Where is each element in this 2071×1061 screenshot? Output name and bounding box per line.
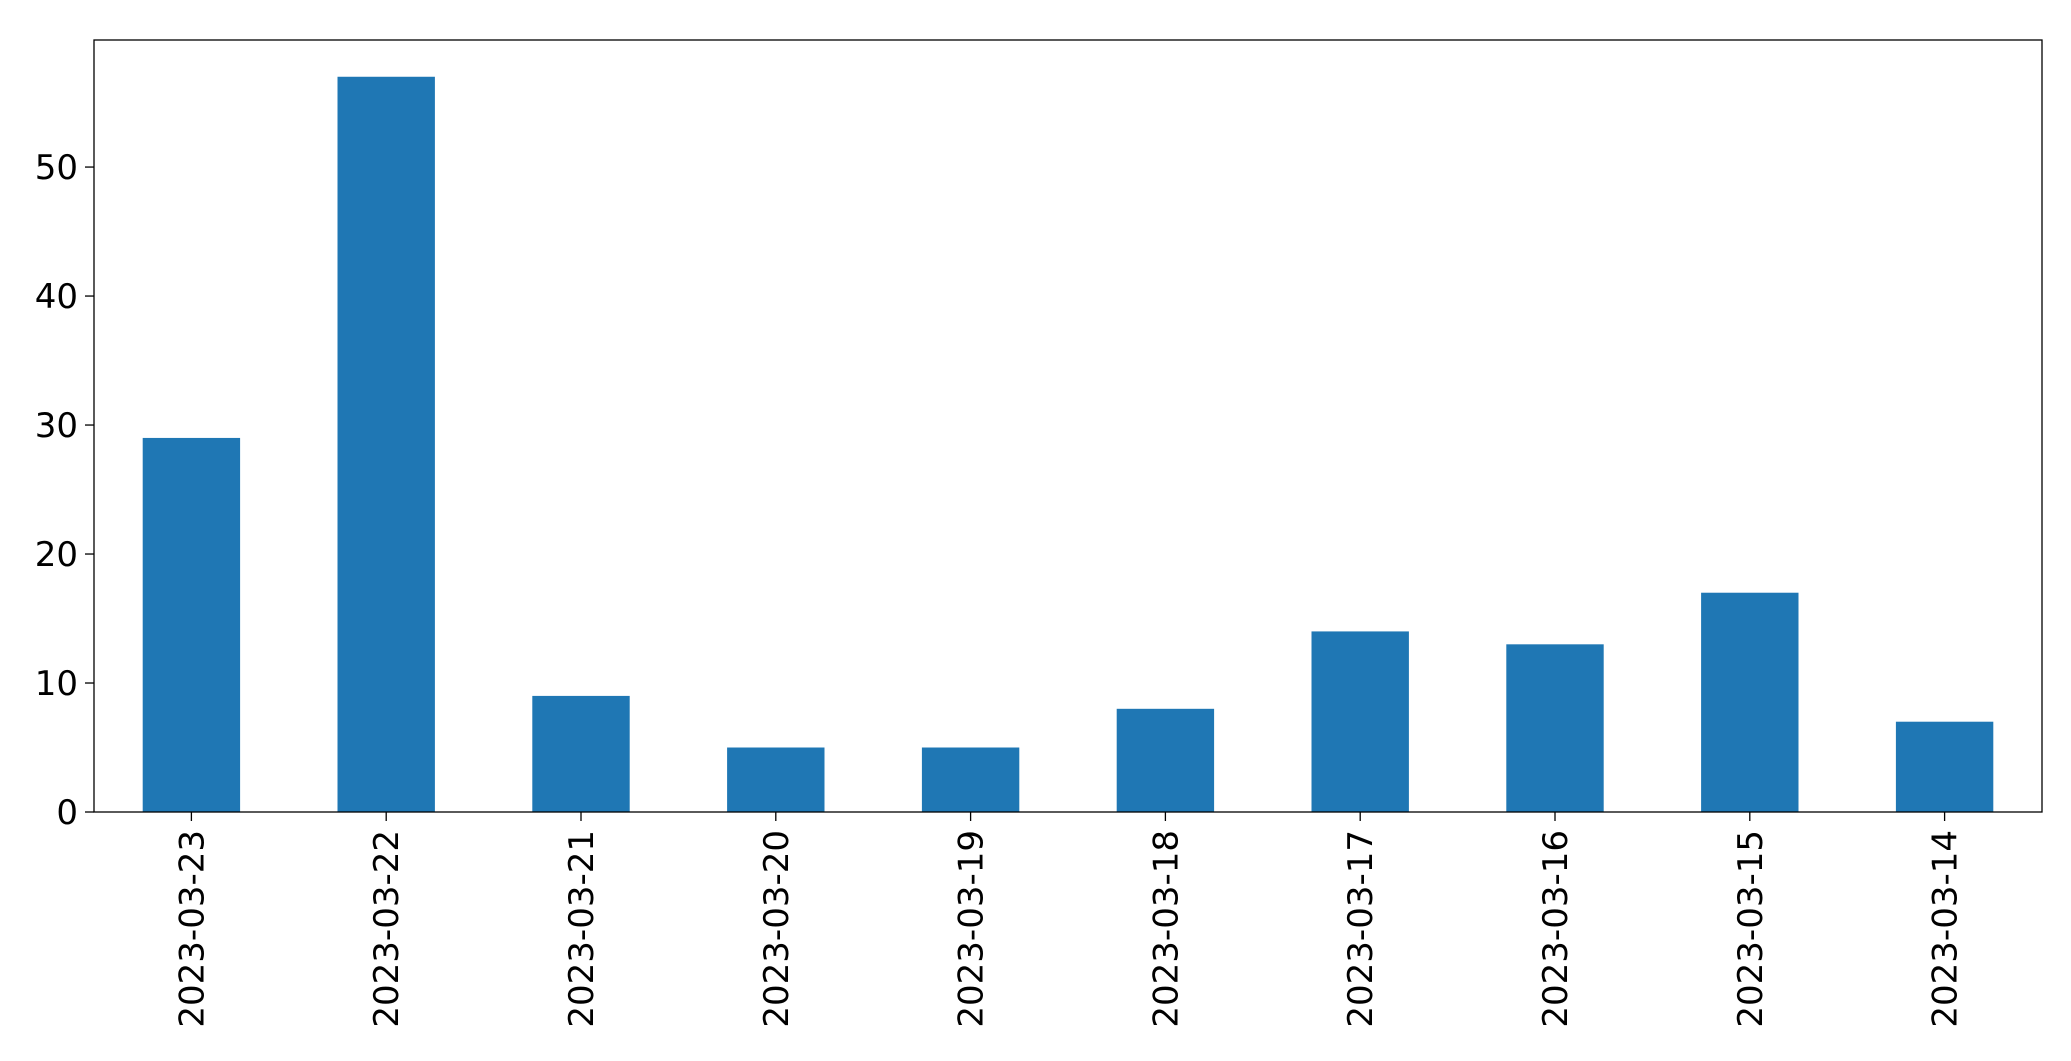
bar: [1116, 708, 1215, 812]
bar: [921, 747, 1020, 812]
plot-frame: [93, 39, 2043, 813]
bar: [1701, 592, 1799, 812]
y-tick-label: 20: [35, 535, 78, 575]
y-tick-label: 30: [35, 406, 78, 446]
bar: [337, 76, 435, 812]
bar: [1506, 644, 1604, 812]
x-tick-label: 2023-03-17: [1341, 830, 1381, 1028]
y-tick-label: 0: [56, 793, 78, 833]
x-tick-label: 2023-03-19: [952, 830, 992, 1028]
y-tick-label: 10: [35, 664, 78, 704]
bar: [727, 747, 825, 812]
x-tick-label: 2023-03-21: [562, 830, 602, 1028]
y-tick-label: 50: [35, 148, 78, 188]
x-tick-label: 2023-03-22: [367, 830, 407, 1028]
x-tick-label: 2023-03-20: [757, 830, 797, 1028]
bar: [1311, 631, 1409, 812]
y-tick-label: 40: [35, 277, 78, 317]
x-tick-label: 2023-03-14: [1926, 830, 1966, 1028]
bar: [1895, 721, 1994, 812]
bar: [142, 437, 241, 812]
x-tick-label: 2023-03-23: [172, 830, 212, 1028]
x-tick-label: 2023-03-18: [1146, 830, 1186, 1028]
bar: [532, 695, 630, 812]
x-tick-label: 2023-03-16: [1536, 830, 1576, 1028]
x-tick-label: 2023-03-15: [1731, 830, 1771, 1028]
